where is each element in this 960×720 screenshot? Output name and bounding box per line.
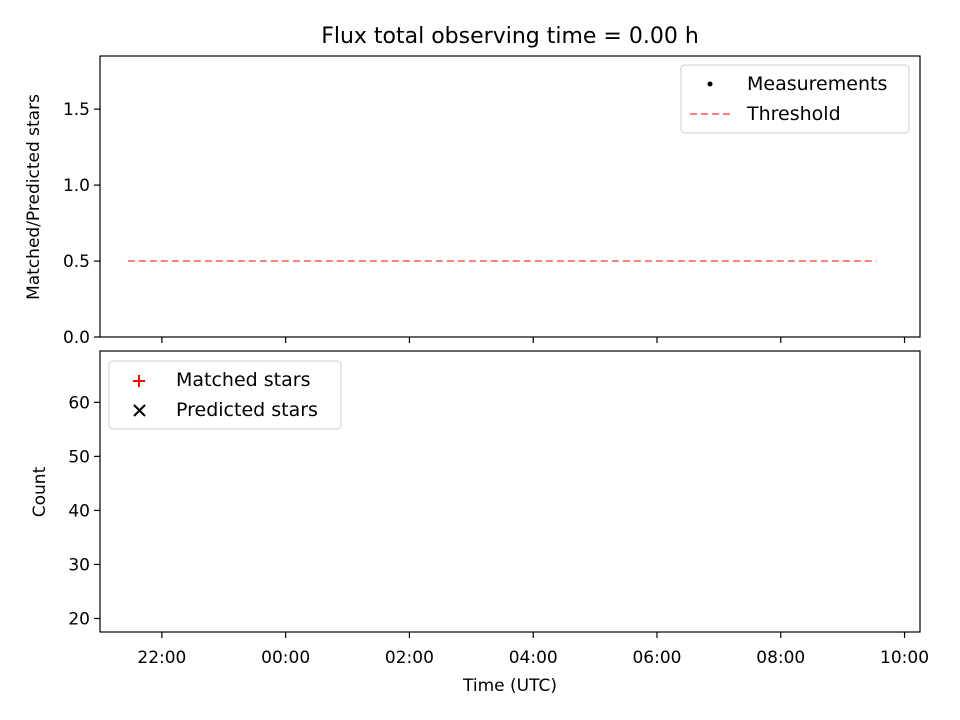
legend-matched-label: Matched stars	[176, 369, 310, 391]
y-tick-label: 1.0	[63, 176, 90, 196]
y-tick-label: 30	[68, 555, 90, 575]
x-tick-label: 06:00	[632, 648, 681, 668]
bottom-x-ticks: 22:00 00:00 02:00 04:00 06:00 08:00 10:00	[137, 632, 929, 668]
x-tick-label: 22:00	[137, 648, 186, 668]
y-tick-label: 1.5	[63, 100, 90, 120]
y-tick-label: 0.5	[63, 252, 90, 272]
top-legend-box	[680, 64, 910, 134]
y-tick-label: 50	[68, 447, 90, 467]
x-axis-label: Time (UTC)	[462, 676, 557, 696]
legend-measurements-label: Measurements	[747, 73, 887, 95]
bottom-y-axis-label: Count	[30, 466, 50, 517]
legend-predicted-label: Predicted stars	[176, 399, 318, 421]
y-tick-label: 60	[68, 393, 90, 413]
bottom-panel: Count 20 30 40 50 60 22:00 00:00 02:00 04:00 06:…	[30, 350, 929, 696]
chart-title: Flux total observing time = 0.00 h	[321, 24, 699, 49]
x-tick-label: 04:00	[509, 648, 558, 668]
y-tick-label: 0.0	[63, 328, 90, 348]
bottom-y-ticks: 20 30 40 50 60	[68, 393, 100, 629]
y-tick-label: 20	[68, 609, 90, 629]
top-y-axis-label: Matched/Predicted stars	[24, 94, 44, 300]
x-tick-label: 10:00	[880, 648, 929, 668]
legend-predicted-marker	[133, 404, 146, 417]
top-legend: Measurements Threshold	[680, 64, 910, 134]
top-panel: Matched/Predicted stars 0.0 0.5 1.0 1.5 Mea…	[24, 55, 921, 348]
x-tick-label: 00:00	[261, 648, 310, 668]
x-tick-label: 08:00	[756, 648, 805, 668]
legend-measurements-marker	[707, 81, 713, 87]
legend-matched-marker	[133, 375, 145, 387]
y-tick-label: 40	[68, 501, 90, 521]
x-tick-label: 02:00	[385, 648, 434, 668]
bottom-legend: Matched stars Predicted stars	[108, 360, 342, 430]
top-x-ticks	[161, 337, 906, 343]
top-y-ticks: 0.0 0.5 1.0 1.5	[63, 100, 100, 348]
top-plot-frame	[99, 55, 921, 338]
legend-threshold-label: Threshold	[746, 103, 841, 125]
bottom-plot-frame	[99, 350, 921, 633]
bottom-legend-box	[108, 360, 342, 430]
